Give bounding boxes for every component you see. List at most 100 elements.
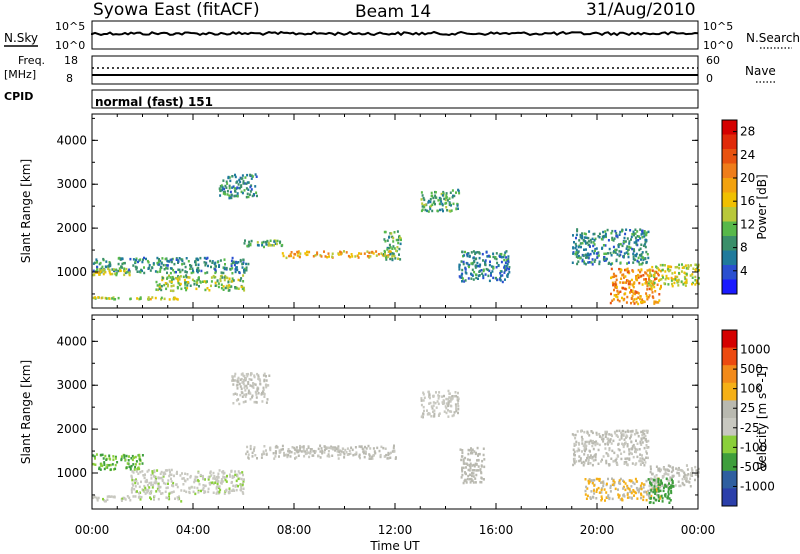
echo-cell [197,491,200,494]
echo-cell [670,265,673,269]
echo-cell [592,241,595,244]
echo-cell [297,454,300,457]
echo-cell [640,253,643,256]
echo-cell [288,254,291,258]
echo-cell [656,487,659,490]
echo-cell [316,251,319,254]
echo-cell [652,478,655,482]
echo-cell [672,278,675,281]
echo-cell [657,496,660,499]
echo-cell [658,497,661,500]
echo-cell [139,297,142,301]
echo-cell [208,289,211,292]
echo-cell [236,383,239,387]
echo-cell [448,400,451,403]
echo-cell [624,287,627,291]
echo-cell [469,462,472,465]
echo-cell [130,464,133,468]
echo-cell [367,444,370,448]
echo-cell [303,455,306,458]
echo-cell [197,276,200,279]
echo-cell [233,194,236,198]
echo-cell [618,233,621,236]
echo-cell [251,455,254,458]
echo-cell [492,255,495,259]
echo-cell [249,384,252,387]
echo-cell [632,255,635,258]
echo-cell [477,453,480,456]
echo-cell [434,194,437,197]
echo-cell [641,229,644,233]
echo-cell [618,254,621,258]
echo-cell [577,251,579,254]
echo-cell [654,290,657,293]
echo-cell [613,481,616,484]
echo-cell [368,457,371,460]
echo-cell [241,395,244,398]
echo-cell [144,486,147,490]
echo-cell [147,267,150,270]
echo-cell [585,444,588,447]
echo-cell [93,455,96,458]
echo-cell [579,457,582,460]
echo-cell [234,473,237,477]
echo-cell [228,186,231,190]
echo-cell [235,399,238,402]
echo-cell [480,269,483,272]
echo-cell [215,475,218,479]
echo-cell [652,280,655,283]
echo-cell [687,267,690,270]
echo-cell [261,453,264,456]
echo-cell [180,500,183,503]
echo-cell [161,492,164,495]
y-tick-label: 4000 [56,133,87,147]
echo-cell [176,496,179,499]
echo-cell [278,451,281,454]
echo-cell [653,285,656,289]
echo-cell [339,253,342,256]
echo-cell [199,473,202,477]
echo-cell [679,484,682,488]
echo-cell [641,454,643,457]
echo-cell [147,296,150,299]
echo-cell [618,299,621,303]
echo-cell [585,497,588,500]
echo-cell [612,460,615,463]
echo-cell [460,273,463,277]
echo-cell [661,268,664,272]
echo-cell [621,244,624,248]
echo-cell [123,270,126,273]
echo-cell [130,474,133,478]
echo-cell [178,278,181,281]
echo-cell [300,450,303,453]
echo-cell [600,491,603,494]
echo-cell [447,409,449,412]
echo-cell [221,188,224,192]
echo-cell [623,236,626,240]
echo-cell [326,256,329,259]
echo-cell [328,255,330,258]
echo-cell [233,475,236,479]
echo-cell [210,280,213,283]
echo-cell [645,479,648,483]
echo-cell [295,449,298,452]
echo-cell [158,490,161,493]
echo-cell [598,432,601,436]
echo-cell [369,447,372,450]
echo-cell [627,282,630,286]
echo-cell [177,279,180,283]
echo-cell [628,280,631,283]
colorbar-swatch [722,382,737,401]
echo-cell [420,209,423,213]
echo-cell [174,497,176,500]
echo-cell [600,499,603,502]
echo-cell [617,442,620,446]
echo-cell [358,453,361,457]
echo-cell [607,477,609,481]
y-tick-label: 2000 [56,221,87,235]
echo-cell [677,280,680,284]
echo-cell [678,271,680,275]
echo-cell [634,228,637,231]
echo-cell [214,284,217,287]
echo-cell [254,454,257,457]
